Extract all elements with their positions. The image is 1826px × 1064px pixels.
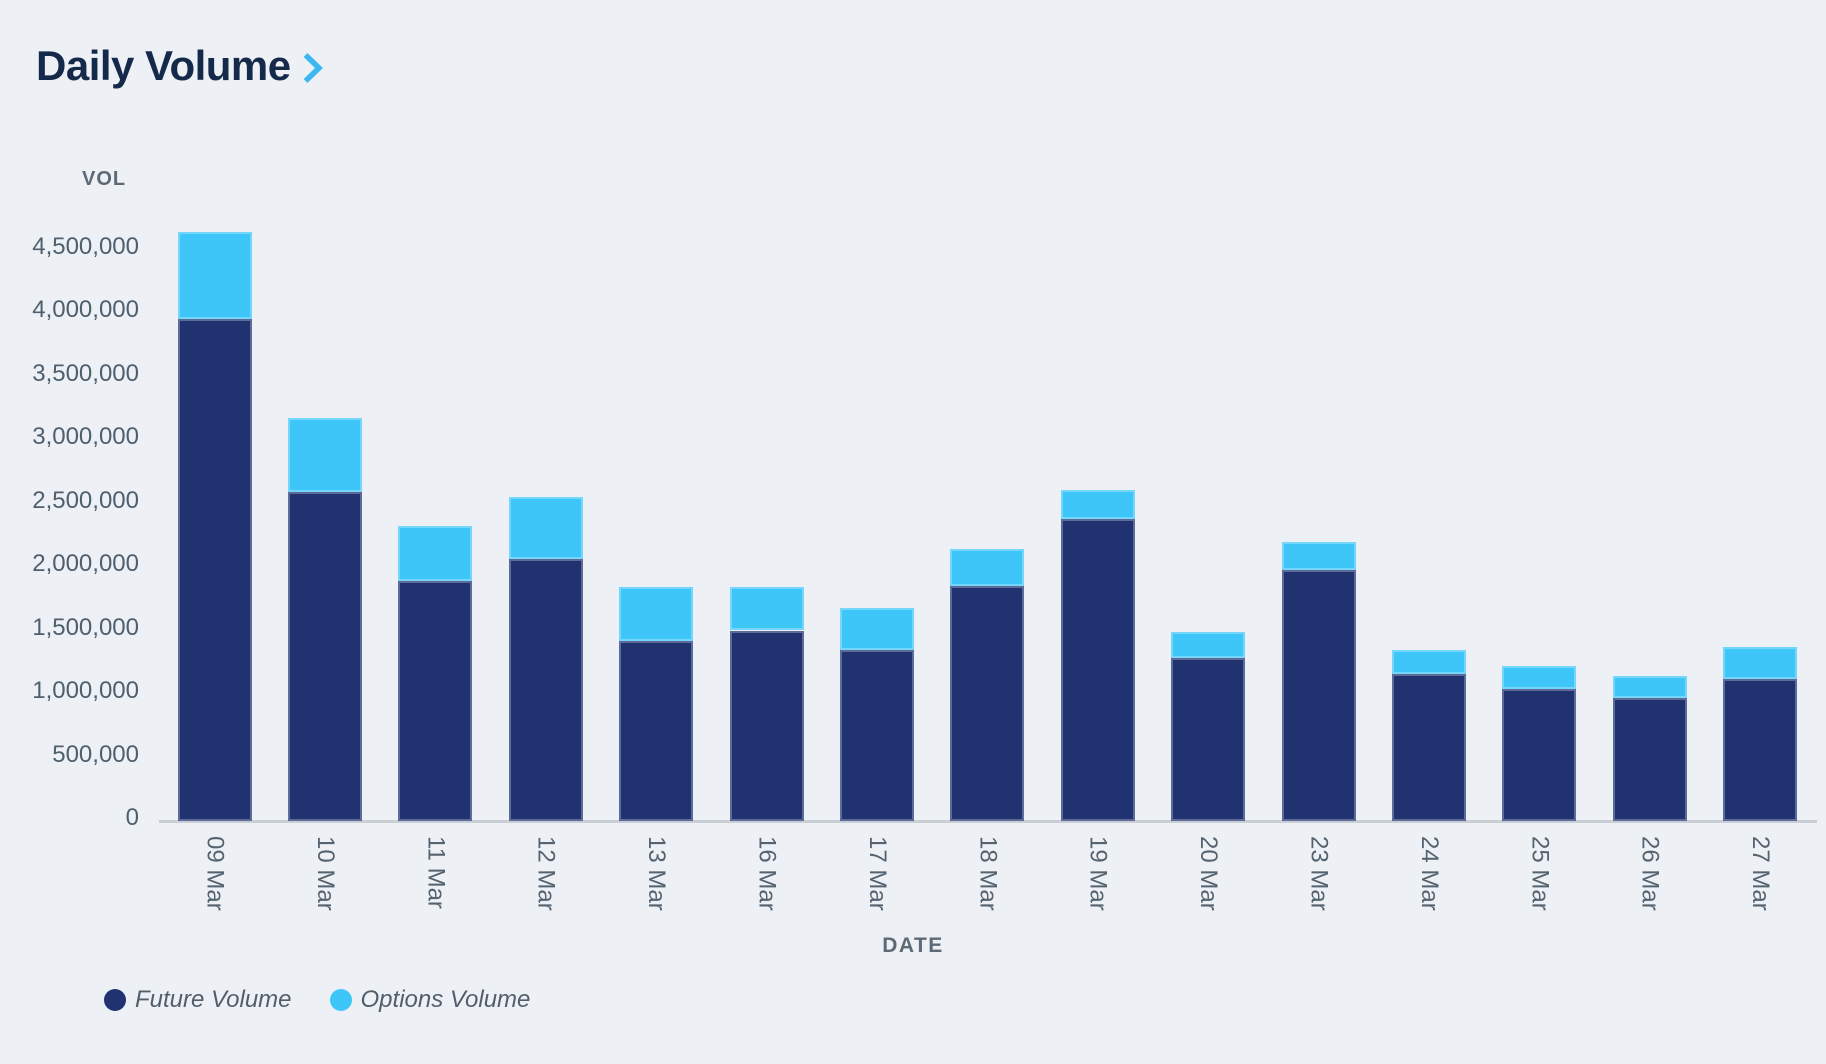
x-axis-tick-label: 10 Mar bbox=[311, 836, 339, 911]
x-axis-tick-label: 27 Mar bbox=[1747, 836, 1775, 911]
bar-group-09-mar bbox=[177, 0, 252, 821]
y-axis-tick-label: 0 bbox=[125, 804, 139, 831]
bar-group-26-mar bbox=[1612, 0, 1687, 821]
y-axis-tick-label: 4,500,000 bbox=[32, 232, 139, 260]
x-axis-tick-label: 23 Mar bbox=[1305, 836, 1333, 911]
future-volume-bar[interactable] bbox=[1281, 569, 1356, 821]
future-volume-bar[interactable] bbox=[1723, 678, 1798, 821]
options-volume-bar[interactable] bbox=[398, 526, 473, 581]
bar-group-27-mar bbox=[1723, 0, 1798, 821]
options-volume-bar[interactable] bbox=[1171, 631, 1246, 659]
x-axis-tick-label: 09 Mar bbox=[201, 836, 229, 911]
bar-group-19-mar bbox=[1060, 0, 1135, 821]
bar-group-17-mar bbox=[839, 0, 914, 821]
options-volume-bar[interactable] bbox=[1612, 676, 1687, 698]
bar-group-12-mar bbox=[508, 0, 583, 821]
daily-volume-title-link[interactable]: Daily Volume bbox=[36, 42, 324, 90]
options-volume-bar[interactable] bbox=[508, 497, 583, 560]
future-volume-bar[interactable] bbox=[398, 580, 473, 821]
y-axis-tick-label: 1,500,000 bbox=[32, 613, 139, 641]
x-axis-tick-label: 25 Mar bbox=[1526, 836, 1554, 911]
future-volume-bar[interactable] bbox=[839, 649, 914, 821]
y-axis-title: VOL bbox=[82, 168, 127, 190]
y-axis-tick-label: 500,000 bbox=[52, 740, 139, 768]
y-axis-tick-label: 1,000,000 bbox=[32, 677, 139, 704]
future-volume-bar[interactable] bbox=[1502, 688, 1577, 821]
bar-group-11-mar bbox=[398, 0, 473, 821]
options-volume-bar[interactable] bbox=[1391, 649, 1466, 674]
future-volume-bar[interactable] bbox=[508, 559, 583, 821]
bar-group-25-mar bbox=[1502, 0, 1577, 821]
future-volume-bar[interactable] bbox=[619, 640, 694, 821]
bar-group-24-mar bbox=[1391, 0, 1466, 821]
future-volume-bar[interactable] bbox=[1612, 697, 1687, 821]
x-axis-tick-label: 11 Mar bbox=[422, 836, 450, 909]
options-volume-swatch bbox=[329, 989, 352, 1011]
bar-group-10-mar bbox=[287, 0, 362, 821]
x-axis-tick-label: 18 Mar bbox=[974, 836, 1002, 911]
y-axis-tick-label: 3,000,000 bbox=[32, 423, 139, 450]
options-volume-bar[interactable] bbox=[839, 607, 914, 650]
options-volume-bar[interactable] bbox=[1060, 489, 1135, 519]
bar-group-20-mar bbox=[1171, 0, 1246, 821]
future-volume-bar[interactable] bbox=[287, 492, 362, 821]
future-volume-bar[interactable] bbox=[1060, 518, 1135, 821]
options-volume-bar[interactable] bbox=[729, 587, 804, 631]
bar-group-23-mar bbox=[1281, 0, 1356, 821]
x-axis-tick-label: 16 Mar bbox=[753, 836, 781, 911]
x-axis-tick-label: 24 Mar bbox=[1415, 836, 1443, 911]
legend-label: Future Volume bbox=[135, 986, 292, 1013]
y-axis-tick-label: 3,500,000 bbox=[32, 359, 139, 387]
future-volume-bar[interactable] bbox=[729, 630, 804, 821]
options-volume-bar[interactable] bbox=[1723, 647, 1798, 679]
options-volume-bar[interactable] bbox=[177, 231, 252, 320]
y-axis-tick-label: 2,000,000 bbox=[32, 550, 139, 577]
options-volume-bar[interactable] bbox=[950, 549, 1025, 587]
bar-group-16-mar bbox=[729, 0, 804, 821]
options-volume-bar[interactable] bbox=[287, 418, 362, 493]
future-volume-bar[interactable] bbox=[950, 586, 1025, 821]
future-volume-bar[interactable] bbox=[177, 319, 252, 821]
bar-group-18-mar bbox=[950, 0, 1025, 821]
y-axis-tick-label: 2,500,000 bbox=[32, 486, 139, 514]
chevron-right-icon bbox=[303, 52, 323, 83]
x-axis-tick-label: 19 Mar bbox=[1084, 836, 1112, 911]
legend-label: Options Volume bbox=[360, 986, 531, 1013]
options-volume-bar[interactable] bbox=[1502, 666, 1577, 689]
future-volume-bar[interactable] bbox=[1171, 658, 1246, 821]
x-axis-tick-label: 20 Mar bbox=[1195, 836, 1223, 911]
x-axis-tick-label: 26 Mar bbox=[1636, 836, 1664, 911]
future-volume-swatch bbox=[104, 989, 126, 1011]
page-title: Daily Volume bbox=[36, 42, 291, 89]
chart-legend: Future Volume Options Volume bbox=[104, 986, 530, 1014]
x-axis-tick-label: 12 Mar bbox=[532, 836, 560, 911]
options-volume-bar[interactable] bbox=[619, 587, 694, 641]
x-axis-tick-label: 17 Mar bbox=[863, 836, 891, 911]
bar-group-13-mar bbox=[619, 0, 694, 821]
legend-item-options-volume[interactable]: Options Volume bbox=[329, 986, 531, 1014]
future-volume-bar[interactable] bbox=[1391, 673, 1466, 821]
x-axis-line bbox=[159, 820, 1817, 823]
x-axis-tick-label: 13 Mar bbox=[643, 836, 671, 911]
legend-item-future-volume[interactable]: Future Volume bbox=[104, 986, 292, 1014]
options-volume-bar[interactable] bbox=[1281, 541, 1356, 570]
y-axis-tick-label: 4,000,000 bbox=[32, 296, 139, 323]
x-axis-title: DATE bbox=[882, 934, 944, 957]
